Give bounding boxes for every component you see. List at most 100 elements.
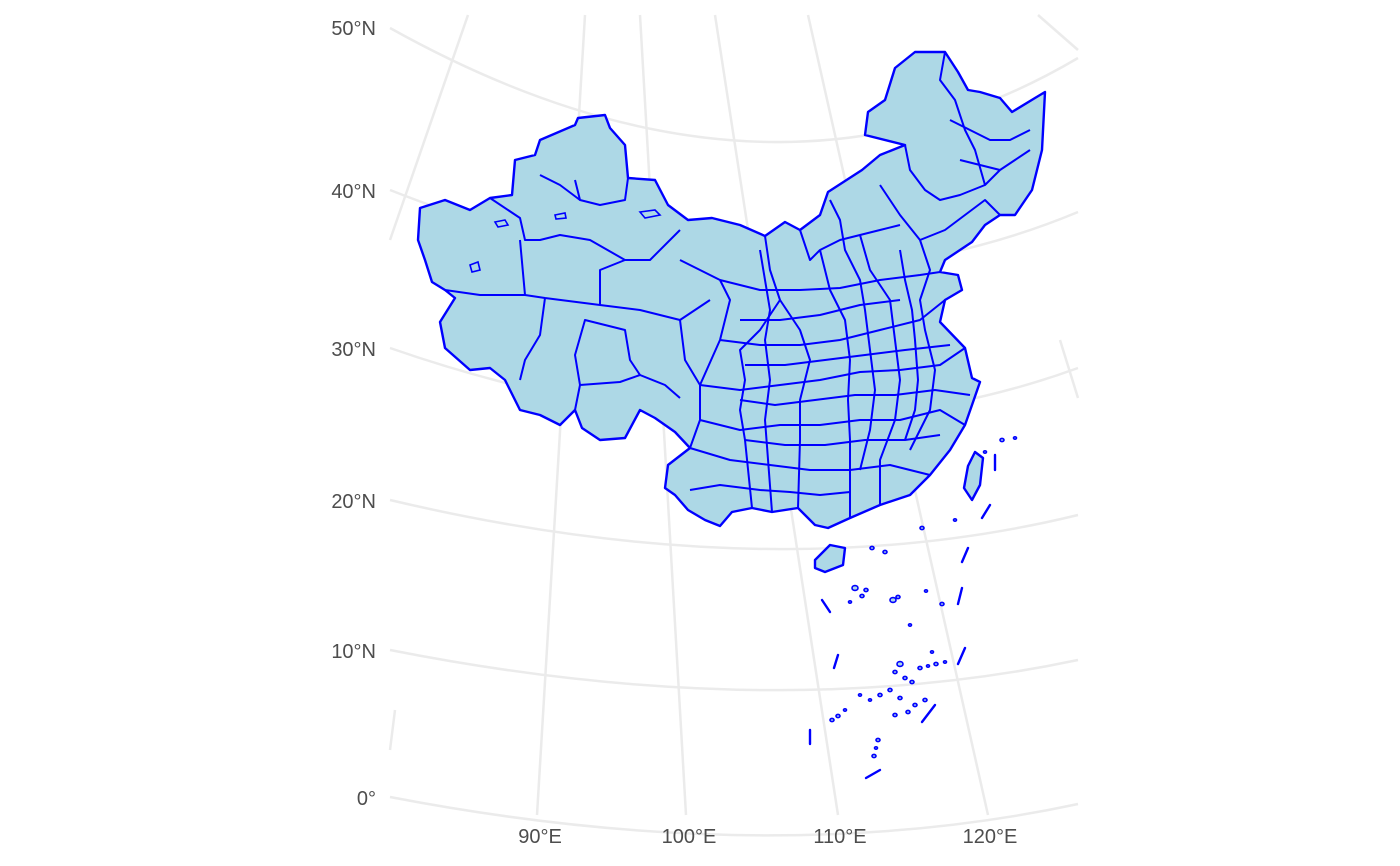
sea-island [857, 692, 863, 697]
dash-segment [956, 586, 964, 606]
sea-island [875, 737, 881, 743]
lon-line-130b [1058, 339, 1080, 399]
border-segment [574, 319, 641, 386]
lat-label-10: 10°N [331, 641, 376, 663]
lat-label-50: 50°N [331, 18, 376, 40]
border-segment [744, 434, 941, 446]
border-segment [689, 484, 851, 496]
sea-island [933, 661, 939, 667]
province-borders [444, 51, 1031, 518]
dash-segment [980, 503, 992, 520]
sea-island [829, 717, 835, 723]
sea-island [919, 525, 925, 531]
lat-line-20 [389, 498, 1079, 551]
sea-island [929, 649, 935, 654]
lakes [469, 209, 662, 273]
border-segment [599, 259, 626, 305]
sea-island [912, 702, 918, 708]
border-segment [939, 51, 986, 186]
dash-segment [820, 598, 832, 614]
sea-island [942, 659, 948, 664]
lon-label-110: 110°E [813, 826, 866, 848]
lat-line-0 [389, 795, 1079, 837]
border-segment [899, 249, 919, 441]
dash-segment [832, 653, 840, 670]
sea-island [939, 601, 945, 607]
sea-island [925, 663, 931, 668]
sea-island [851, 584, 859, 592]
lake [554, 212, 567, 220]
sea-island [907, 622, 913, 627]
sea-island [922, 697, 928, 703]
taiwan-island [962, 450, 985, 502]
sea-island [877, 692, 883, 698]
sea-island [842, 707, 848, 712]
lon-line-80b [388, 709, 397, 751]
lake [469, 260, 481, 273]
lat-line-10 [389, 648, 1079, 692]
sea-island [952, 517, 958, 522]
sea-island [897, 695, 903, 701]
sea-island [892, 669, 898, 675]
sea-island [859, 593, 865, 599]
sea-island [882, 549, 888, 555]
sea-island [999, 437, 1005, 443]
lon-label-100: 100°E [662, 826, 717, 848]
border-segment [519, 297, 546, 381]
lat-label-40: 40°N [331, 181, 376, 203]
border-segment [574, 374, 681, 411]
sea-island [892, 712, 898, 718]
border-segment [949, 119, 1031, 141]
lat-label-0: 0° [357, 788, 376, 810]
sea-island [867, 697, 873, 702]
border-segment [719, 271, 941, 291]
border-segment [489, 197, 681, 261]
south-china-sea-islands [829, 435, 1018, 759]
lon-line-130 [1037, 14, 1079, 51]
border-segment [574, 177, 629, 206]
sea-island [896, 660, 904, 668]
lon-label-90: 90°E [518, 826, 562, 848]
sea-island [909, 679, 915, 685]
border-segment [959, 159, 1001, 171]
border-segment [799, 224, 901, 261]
border-segment [719, 299, 946, 346]
border-segment [745, 344, 951, 366]
border-segment [444, 289, 525, 296]
hainan-island [813, 543, 847, 574]
dash-segment [920, 703, 937, 724]
sea-island [902, 675, 908, 681]
lon-label-120: 120°E [963, 826, 1018, 848]
dash-segment [956, 646, 967, 666]
border-segment [779, 299, 811, 509]
border-segment [539, 174, 581, 201]
lon-line-80 [388, 14, 470, 241]
maritime-dash-lines [808, 453, 997, 780]
sea-island [917, 665, 923, 671]
sea-island [923, 588, 929, 593]
sea-island [869, 545, 875, 551]
border-segment [759, 249, 773, 513]
lake [638, 209, 662, 219]
lat-label-20: 20°N [331, 491, 376, 513]
lake [493, 219, 510, 228]
sea-island [905, 709, 911, 715]
sea-island [1012, 435, 1018, 440]
dash-segment [960, 546, 970, 564]
latitude-labels: 50°N 40°N 30°N 20°N 10°N 0° [331, 18, 376, 810]
border-segment [819, 249, 851, 518]
sea-island [889, 596, 897, 604]
dash-segment [864, 768, 882, 780]
sea-island [895, 594, 901, 600]
border-segment [919, 199, 1001, 241]
border-segment [740, 299, 901, 321]
sea-island [835, 713, 841, 719]
border-segment [689, 447, 931, 476]
sea-island [847, 599, 853, 604]
border-segment [879, 184, 936, 451]
longitude-labels: 90°E 100°E 110°E 120°E [518, 826, 1017, 848]
border-segment [829, 199, 876, 471]
sea-island [871, 753, 877, 759]
border-segment [859, 234, 901, 505]
